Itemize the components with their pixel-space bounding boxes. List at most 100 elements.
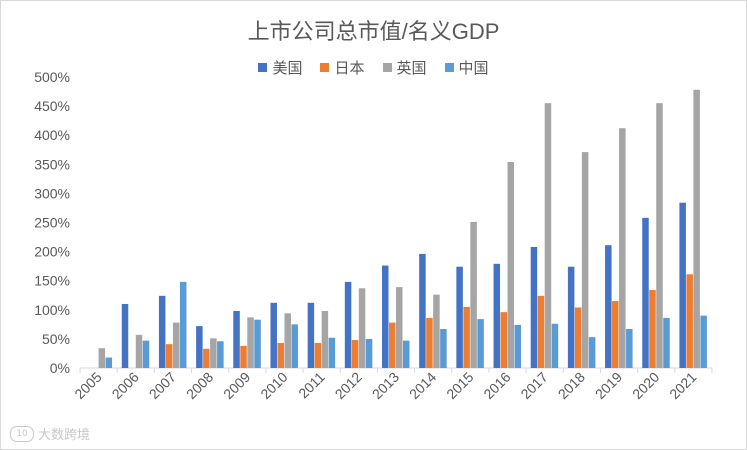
bar-美国-2020: [642, 217, 649, 368]
bar-日本-2020: [649, 290, 656, 368]
x-tick-label: 2021: [666, 369, 699, 402]
legend-label-1: 日本: [334, 60, 365, 77]
bar-美国-2019: [605, 245, 612, 368]
bar-英国-2010: [284, 313, 291, 368]
x-tick-label: 2011: [295, 369, 328, 402]
x-tick-label: 2013: [369, 369, 402, 402]
x-tick-label: 2016: [480, 369, 513, 402]
bar-中国-2013: [403, 340, 410, 368]
legend-swatch-2: [382, 63, 392, 72]
bar-美国-2007: [158, 295, 166, 368]
bar-美国-2010: [270, 302, 277, 368]
legend-swatch-0: [258, 63, 268, 72]
bar-英国-2013: [396, 287, 403, 368]
bar-中国-2017: [551, 323, 559, 368]
y-tick-label: 500%: [34, 69, 70, 85]
x-tick-label: 2005: [71, 369, 104, 402]
bar-日本-2014: [426, 317, 433, 368]
chart-legend: 美国 日本 英国 中国: [0, 57, 747, 78]
y-tick-label: 400%: [34, 127, 70, 143]
y-tick-label: 200%: [34, 244, 70, 260]
bar-美国-2015: [456, 266, 463, 368]
bar-英国-2018: [581, 152, 589, 368]
bar-英国-2008: [210, 338, 217, 368]
x-tick-label: 2018: [555, 369, 588, 402]
bar-中国-2007: [179, 281, 187, 368]
bar-日本-2010: [277, 342, 284, 368]
bar-英国-2017: [544, 103, 552, 368]
bar-英国-2016: [507, 161, 515, 368]
bar-英国-2015: [470, 221, 477, 368]
legend-item-3: 中国: [444, 57, 489, 78]
bar-美国-2013: [382, 265, 389, 368]
x-tick-label: 2020: [629, 369, 662, 402]
bar-英国-2006: [135, 334, 143, 368]
bar-英国-2020: [656, 103, 663, 368]
bar-美国-2006: [121, 303, 129, 368]
legend-item-2: 英国: [382, 57, 427, 78]
bar-日本-2007: [165, 344, 173, 368]
bar-美国-2009: [233, 310, 240, 368]
bar-英国-2014: [433, 294, 440, 368]
y-tick-label: 50%: [42, 331, 70, 347]
bar-中国-2010: [291, 324, 298, 368]
bar-英国-2012: [358, 288, 366, 368]
bar-英国-2005: [98, 348, 106, 368]
bar-日本-2018: [574, 307, 582, 368]
x-tick-label: 2009: [220, 369, 253, 402]
bar-中国-2020: [663, 317, 670, 368]
bar-中国-2016: [514, 324, 522, 368]
bar-日本-2011: [314, 342, 322, 368]
bar-中国-2021: [700, 315, 707, 368]
bar-日本-2021: [686, 274, 693, 368]
bar-中国-2006: [142, 340, 150, 368]
bar-中国-2014: [440, 329, 447, 368]
legend-item-1: 日本: [320, 57, 365, 78]
bar-中国-2009: [254, 319, 261, 368]
bar-中国-2008: [217, 341, 224, 368]
y-tick-label: 450%: [34, 98, 70, 114]
y-tick-label: 300%: [34, 185, 70, 201]
x-tick-label: 2015: [443, 369, 476, 402]
legend-label-0: 美国: [272, 60, 303, 77]
bar-美国-2021: [679, 202, 686, 368]
legend-label-3: 中国: [458, 60, 489, 77]
bar-日本-2015: [463, 306, 470, 368]
x-tick-label: 2012: [332, 369, 365, 402]
bar-日本-2016: [500, 312, 508, 368]
bar-中国-2011: [328, 337, 336, 368]
y-tick-label: 250%: [34, 215, 70, 231]
bar-美国-2014: [419, 253, 426, 368]
y-tick-label: 150%: [34, 273, 70, 289]
x-tick-label: 2006: [109, 369, 142, 402]
legend-label-2: 英国: [396, 60, 427, 77]
chart-title: 上市公司总市值/名义GDP: [247, 19, 500, 44]
bar-美国-2012: [344, 281, 352, 368]
y-tick-label: 100%: [34, 302, 70, 318]
watermark: 10 大数跨境: [10, 424, 90, 443]
bar-英国-2009: [247, 317, 254, 368]
y-tick-label: 350%: [34, 156, 70, 172]
bar-中国-2018: [588, 337, 596, 368]
bar-日本-2008: [203, 348, 210, 368]
bar-日本-2019: [612, 301, 619, 368]
bar-美国-2018: [567, 266, 575, 368]
bar-英国-2019: [619, 128, 626, 368]
bar-日本-2012: [351, 340, 359, 368]
x-tick-label: 2019: [592, 369, 625, 402]
legend-swatch-3: [444, 63, 454, 72]
bar-英国-2011: [321, 310, 329, 368]
bar-英国-2021: [693, 89, 700, 368]
watermark-text: 大数跨境: [38, 428, 91, 443]
watermark-logo: 10: [10, 425, 34, 442]
bar-美国-2008: [196, 326, 203, 368]
bar-中国-2005: [105, 357, 113, 368]
bar-中国-2012: [365, 338, 373, 368]
legend-item-0: 美国: [258, 57, 302, 78]
bar-日本-2009: [240, 345, 247, 368]
x-tick-label: 2007: [146, 369, 179, 402]
bar-日本-2017: [537, 295, 545, 368]
x-tick-label: 2008: [183, 369, 216, 402]
bar-美国-2011: [307, 302, 315, 368]
